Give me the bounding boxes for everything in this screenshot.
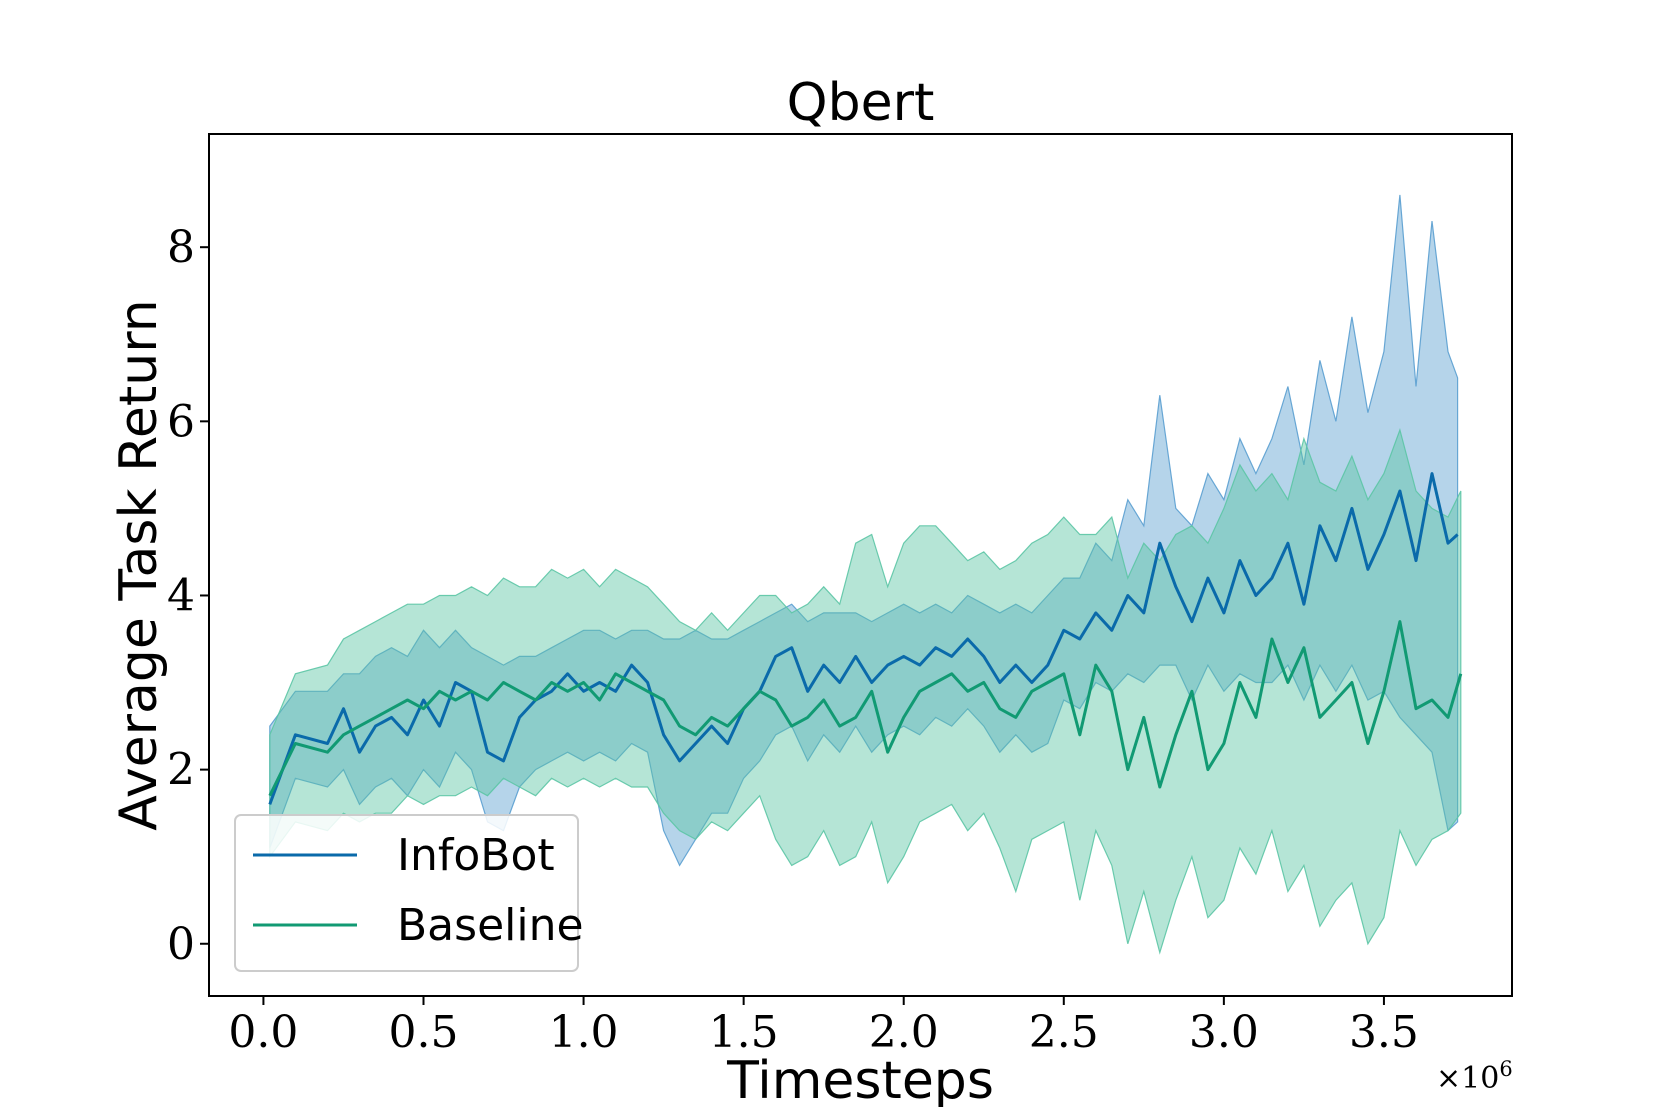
x-tick-label: 0.0	[228, 1007, 298, 1058]
x-tick-label: 3.0	[1189, 1007, 1259, 1058]
y-axis: 0 2 4 6 8	[167, 222, 209, 970]
legend-label-baseline: Baseline	[397, 900, 584, 951]
legend: InfoBot Baseline	[234, 814, 584, 972]
baseline-series-line	[268, 620, 1463, 797]
x-tick-label: 3.5	[1349, 1007, 1419, 1058]
y-tick-label: 4	[167, 570, 195, 621]
infobot-series-line	[268, 472, 1459, 805]
x-axis-multiplier-exponent: 6	[1499, 1057, 1512, 1081]
y-tick-label: 0	[167, 919, 195, 970]
x-tick-label: 0.5	[389, 1007, 459, 1058]
x-axis-multiplier-base: ×10	[1436, 1061, 1499, 1096]
y-tick-label: 8	[167, 222, 195, 273]
infobot-confidence-band	[269, 194, 1459, 867]
y-tick-label: 6	[167, 396, 195, 447]
legend-label-infobot: InfoBot	[397, 830, 555, 881]
x-tick-label: 2.5	[1029, 1007, 1099, 1058]
confidence-bands	[269, 194, 1462, 955]
x-tick-label: 2.0	[869, 1007, 939, 1058]
x-tick-label: 1.5	[709, 1007, 779, 1058]
x-axis: 0.0 0.5 1.0 1.5 2.0 2.5 3.0 3.5	[228, 996, 1419, 1058]
x-tick-label: 1.0	[549, 1007, 619, 1058]
chart-title: Qbert	[787, 73, 935, 133]
plot-frame	[208, 133, 1513, 997]
series-lines	[268, 472, 1463, 805]
baseline-confidence-band	[269, 428, 1462, 955]
x-axis-label: Timesteps	[726, 1051, 994, 1107]
x-axis-multiplier: ×106	[1436, 1057, 1513, 1096]
y-axis-label: Average Task Return	[109, 299, 169, 830]
y-tick-label: 2	[167, 745, 195, 796]
